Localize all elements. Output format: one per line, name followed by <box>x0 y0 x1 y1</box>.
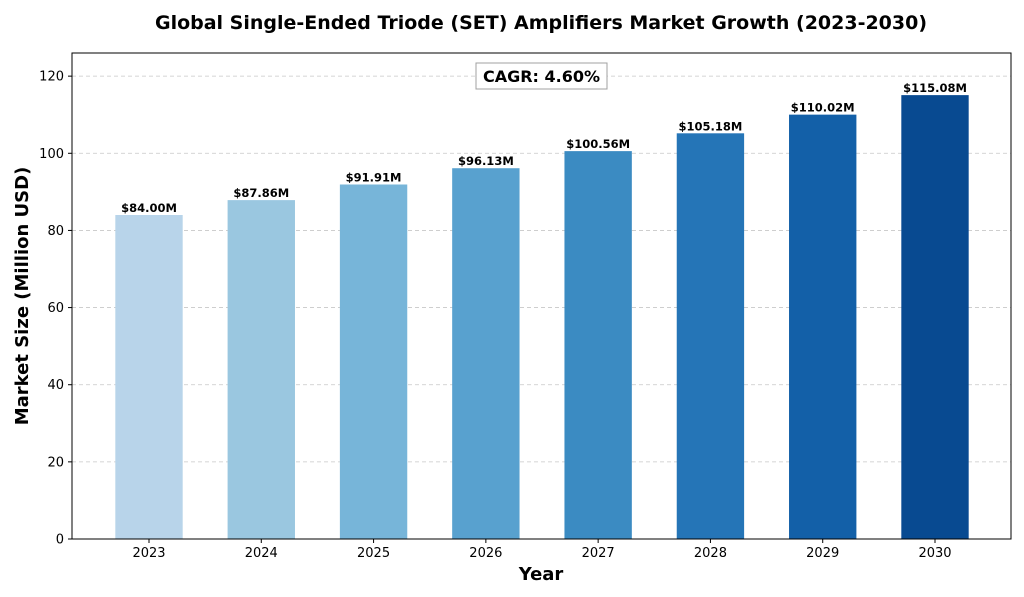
y-tick-label: 60 <box>47 301 64 316</box>
x-tick-label: 2025 <box>357 546 390 561</box>
bar-2025 <box>339 184 408 540</box>
bar-2024 <box>227 200 295 539</box>
bar-value-label: $115.08M <box>903 81 967 95</box>
x-tick-label: 2027 <box>582 546 615 561</box>
y-tick-label: 80 <box>47 224 64 239</box>
plot-frame <box>71 52 1012 540</box>
bar-value-label: $110.02M <box>791 101 855 115</box>
bar-value-label: $91.91M <box>346 170 402 184</box>
y-tick-label: 100 <box>39 147 64 162</box>
y-tick-label: 0 <box>56 533 64 548</box>
bar-value-label: $87.86M <box>233 186 289 200</box>
y-tick-label: 120 <box>39 70 64 85</box>
bar-2023 <box>115 215 183 539</box>
bar-2028 <box>676 133 745 539</box>
y-axis-ticks: 0 20 40 60 80 100 120 <box>39 70 72 548</box>
cagr-annotation: CAGR: 4.60% <box>475 62 608 90</box>
chart-title: Global Single-Ended Triode (SET) Amplifi… <box>155 12 927 34</box>
x-axis-label: Year <box>518 564 564 585</box>
x-tick-label: 2023 <box>132 546 165 561</box>
cagr-text: CAGR: 4.60% <box>483 67 600 86</box>
y-axis-label: Market Size (Million USD) <box>12 167 33 426</box>
y-tick-label: 20 <box>47 455 64 470</box>
bar-value-label: $96.13M <box>458 154 514 168</box>
bar-2030 <box>901 95 969 540</box>
x-axis-ticks: 2023 2024 2025 2026 2027 2028 2029 2030 <box>132 539 952 561</box>
x-tick-label: 2030 <box>918 546 951 561</box>
x-tick-label: 2029 <box>806 546 839 561</box>
bars: $84.00M $87.86M $91.91M $96.13M $100.56M $105… <box>115 81 969 540</box>
x-tick-label: 2024 <box>245 546 278 561</box>
bar-value-label: $100.56M <box>566 137 630 151</box>
grid-lines <box>72 75 1011 463</box>
bar-2029 <box>789 114 857 539</box>
bar-value-label: $105.18M <box>679 119 743 133</box>
x-tick-label: 2028 <box>694 546 727 561</box>
x-tick-label: 2026 <box>469 546 502 561</box>
cagr-box <box>475 62 608 90</box>
bar-2026 <box>452 168 520 539</box>
bar-value-label: $84.00M <box>121 201 177 215</box>
bar-2027 <box>564 151 632 539</box>
y-tick-label: 40 <box>47 378 64 393</box>
